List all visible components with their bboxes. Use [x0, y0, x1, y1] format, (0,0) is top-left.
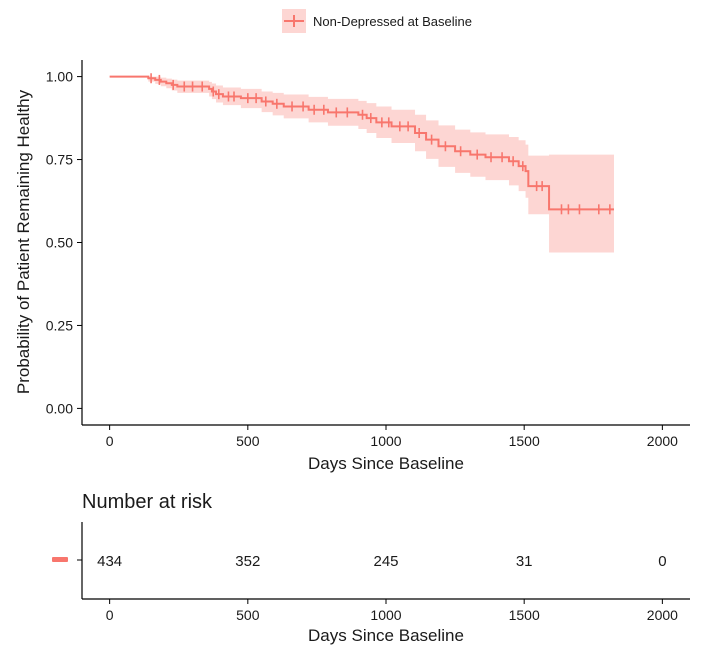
risk-table: Number at risk 434 352 245 31 0 0 500 1000 1500…	[52, 491, 690, 645]
risk-strata-key	[52, 557, 68, 562]
y-axis-title: Probability of Patient Remaining Healthy	[14, 89, 33, 394]
x-axis-title: Days Since Baseline	[308, 454, 464, 473]
legend: Non-Depressed at Baseline	[282, 9, 472, 33]
risk-table-title: Number at risk	[82, 491, 213, 513]
x-ticks: 0 500 1000 1500 2000	[106, 425, 678, 449]
x-tick-label: 1000	[370, 433, 401, 449]
y-ticks: 0.00 0.25 0.50 0.75 1.00	[46, 69, 82, 416]
x-tick-label: 500	[236, 433, 260, 449]
y-tick-label: 0.25	[46, 317, 73, 333]
ci-band	[109, 76, 615, 253]
risk-x-tick-label: 0	[106, 607, 114, 623]
risk-x-ticks: 0 500 1000 1500 2000	[106, 599, 678, 623]
risk-x-tick-label: 2000	[647, 607, 678, 623]
x-tick-label: 1500	[509, 433, 540, 449]
risk-x-tick-label: 500	[236, 607, 260, 623]
survival-curve	[109, 75, 614, 211]
x-tick-label: 0	[106, 433, 114, 449]
y-tick-label: 0.00	[46, 400, 73, 416]
y-tick-label: 1.00	[46, 69, 73, 85]
x-tick-label: 2000	[647, 433, 678, 449]
risk-count: 31	[516, 553, 533, 570]
risk-x-tick-label: 1500	[509, 607, 540, 623]
risk-x-tick-label: 1000	[370, 607, 401, 623]
censor-marks	[150, 73, 611, 215]
survival-line	[109, 75, 614, 211]
legend-label: Non-Depressed at Baseline	[313, 14, 472, 29]
risk-count: 245	[373, 553, 398, 570]
risk-x-axis-title: Days Since Baseline	[308, 626, 464, 645]
risk-count: 0	[658, 553, 666, 570]
risk-counts: 434 352 245 31 0	[97, 553, 666, 570]
km-plot: 0.00 0.25 0.50 0.75 1.00 0 500 1000 1500 2000 Pr…	[14, 60, 690, 473]
confidence-band	[109, 76, 615, 253]
y-tick-label: 0.50	[46, 235, 73, 251]
risk-count: 352	[235, 553, 260, 570]
y-tick-label: 0.75	[46, 152, 73, 168]
risk-count: 434	[97, 553, 122, 570]
